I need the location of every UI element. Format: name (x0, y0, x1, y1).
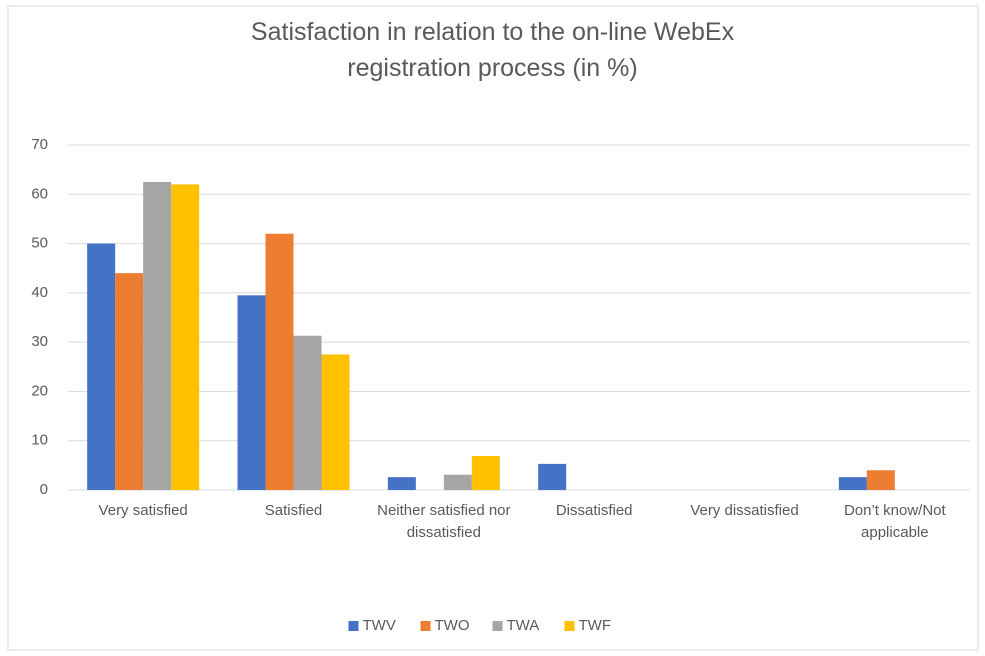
bar (143, 181, 172, 490)
legend-label: TWV (363, 617, 396, 634)
bar (265, 233, 294, 490)
bar (87, 243, 116, 490)
y-tick-label: 50 (31, 235, 48, 252)
y-tick-label: 0 (40, 481, 48, 498)
legend-swatch (420, 621, 431, 631)
y-tick-label: 10 (31, 432, 48, 449)
x-tick-label: Satisfied (264, 502, 323, 519)
chart-title: Satisfaction in relation to the on-line … (250, 18, 735, 82)
y-tick-label: 20 (31, 382, 48, 399)
y-tick-label: 40 (31, 284, 48, 301)
x-tick-label: Dissatisfied (555, 502, 633, 519)
bar (171, 184, 200, 490)
legend-label: TWO (435, 617, 470, 634)
legend-label: TWF (579, 617, 611, 634)
legend-swatch (564, 621, 575, 631)
y-tick-label: 60 (31, 185, 48, 202)
bar (838, 477, 867, 490)
x-tick-label: Very satisfied (98, 502, 188, 519)
bar (538, 463, 567, 490)
x-tick-label: Neither satisfied nor dissatisfied (377, 502, 511, 541)
bar (866, 470, 895, 490)
x-tick-label: Very dissatisfied (690, 502, 799, 519)
x-tick-label: Don’t know/Not applicable (843, 502, 946, 541)
bar (115, 273, 144, 490)
y-tick-label: 30 (31, 333, 48, 350)
bar (237, 295, 266, 490)
bar (387, 477, 416, 490)
y-tick-label: 70 (31, 136, 48, 153)
bar (293, 335, 322, 490)
legend-swatch (492, 621, 503, 631)
legend-label: TWA (507, 617, 540, 634)
bar (471, 455, 500, 490)
bar (443, 474, 472, 490)
legend-swatch (348, 621, 359, 631)
bar (321, 354, 350, 490)
